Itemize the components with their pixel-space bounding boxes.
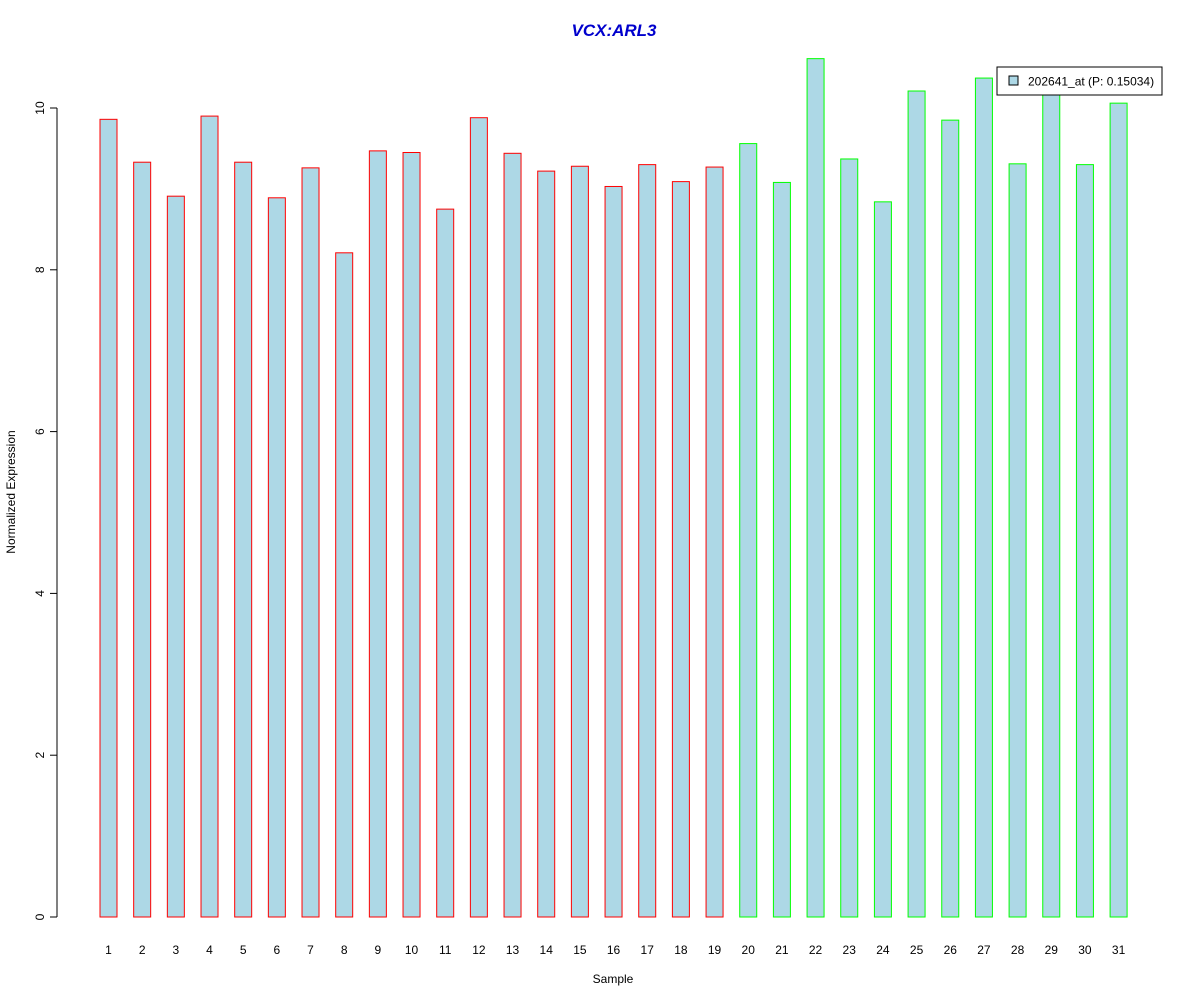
x-axis-tick-label: 22 (809, 943, 823, 957)
x-axis-tick-label: 28 (1011, 943, 1025, 957)
x-axis-tick-label: 27 (977, 943, 991, 957)
bar (368, 150, 387, 918)
y-axis-tick-label: 2 (33, 752, 47, 759)
bar (469, 117, 488, 918)
x-axis-tick-label: 3 (172, 943, 179, 957)
bar (1008, 163, 1027, 918)
bar (1109, 102, 1128, 918)
legend-swatch (1008, 75, 1019, 86)
x-axis-tick-label: 25 (910, 943, 924, 957)
x-axis-tick-label: 2 (139, 943, 146, 957)
bar (570, 165, 589, 918)
x-axis-tick-label: 13 (506, 943, 520, 957)
bar (99, 118, 118, 918)
y-axis-tick-label: 10 (33, 101, 47, 115)
bar (402, 151, 421, 918)
x-axis-tick-label: 5 (240, 943, 247, 957)
bar (739, 143, 758, 918)
x-axis-tick-label: 16 (607, 943, 621, 957)
bar (1075, 164, 1094, 918)
x-axis-tick-label: 15 (573, 943, 587, 957)
bar (335, 252, 354, 918)
legend: 202641_at (P: 0.15034) (996, 66, 1163, 96)
legend-box (996, 66, 1163, 96)
y-axis-tick-label: 8 (33, 266, 47, 273)
x-axis-tick-label: 18 (674, 943, 688, 957)
x-axis-tick-label: 23 (843, 943, 857, 957)
y-axis-title: Normalized Expression (4, 430, 18, 553)
x-axis-tick-label: 29 (1045, 943, 1059, 957)
bar (166, 195, 185, 918)
y-axis-tick-label: 0 (33, 913, 47, 920)
bar (1042, 93, 1061, 918)
bar (200, 115, 219, 918)
x-axis-tick-label: 8 (341, 943, 348, 957)
x-axis-tick-label: 24 (876, 943, 890, 957)
x-axis-tick-label: 14 (540, 943, 554, 957)
bar (705, 166, 724, 918)
bar (671, 181, 690, 918)
x-axis-tick-label: 7 (307, 943, 314, 957)
x-axis-tick-label: 11 (439, 943, 452, 957)
y-axis: 0 2 4 6 8 10 (33, 101, 58, 920)
x-axis-tick-label: 9 (375, 943, 382, 957)
bar (133, 161, 152, 918)
bar (941, 119, 960, 918)
x-axis-tick-label: 12 (472, 943, 486, 957)
x-axis-tick-label: 17 (641, 943, 655, 957)
bar (840, 158, 859, 918)
bar (503, 152, 522, 918)
x-axis-tick-label: 26 (944, 943, 958, 957)
bar (604, 185, 623, 918)
x-axis-tick-label: 21 (775, 943, 789, 957)
x-axis-tick-label: 31 (1112, 943, 1126, 957)
bar (806, 58, 825, 918)
bar (974, 77, 993, 918)
x-axis-tick-label: 1 (105, 943, 112, 957)
bar (907, 90, 926, 918)
x-axis-tick-labels: 1 2 3 4 5 6 7 8 9 10 11 12 13 14 15 16 17 18 19 20 21 22 23 24 2… (105, 943, 1125, 957)
y-axis-tick-label: 4 (33, 590, 47, 597)
bar (873, 201, 892, 918)
bars (99, 58, 1128, 918)
y-axis-tick-label: 6 (33, 428, 47, 435)
legend-label: 202641_at (P: 0.15034) (1028, 75, 1154, 89)
bar (234, 161, 253, 918)
bar (638, 164, 657, 918)
x-axis-tick-label: 30 (1078, 943, 1092, 957)
bar (772, 181, 791, 918)
x-axis-tick-label: 10 (405, 943, 419, 957)
x-axis-tick-label: 4 (206, 943, 213, 957)
chart-title: VCX:ARL3 (571, 21, 657, 40)
bar (537, 170, 556, 918)
x-axis-tick-label: 6 (274, 943, 281, 957)
bar (301, 167, 320, 918)
bar (436, 208, 455, 918)
x-axis-tick-label: 19 (708, 943, 722, 957)
x-axis-tick-label: 20 (742, 943, 756, 957)
x-axis-title: Sample (593, 972, 634, 986)
bar (267, 197, 286, 918)
